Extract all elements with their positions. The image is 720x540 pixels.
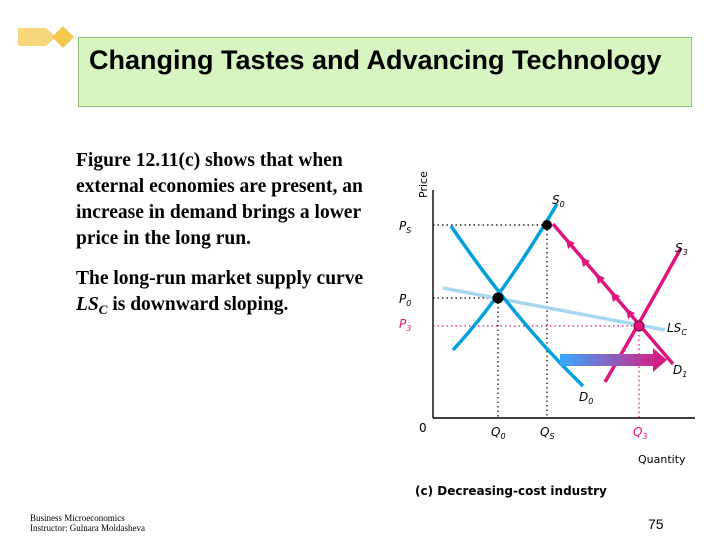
qs-label: QS (540, 425, 555, 441)
footer: Business Microeconomics Instructor: Guln… (30, 513, 145, 533)
paragraph-2-prefix: The long-run market supply curve (76, 268, 364, 289)
lsc-symbol: LSC (76, 294, 108, 317)
corner-decoration-icon (18, 26, 74, 48)
lsc-symbol-sub: C (98, 302, 108, 317)
p0-label: P0 (399, 292, 411, 308)
paragraph-2-suffix: is downward sloping. (107, 294, 289, 315)
d1-arrow-2 (581, 257, 590, 267)
s3-label: S3 (675, 241, 688, 257)
d0-label: D0 (579, 390, 593, 406)
origin-label: 0 (419, 421, 427, 435)
d1-arrow-1 (566, 239, 575, 249)
footer-instructor: Instructor: Gulnara Moldasheva (30, 523, 145, 533)
body-text: Figure 12.11(c) shows that when external… (76, 148, 376, 337)
footer-course: Business Microeconomics (30, 513, 125, 523)
short-run-equilibrium-point (542, 220, 552, 230)
q0-label: Q0 (491, 425, 506, 441)
supply-demand-diagram: Price Quantity 0 PS P0 P3 Q0 QS Q3 S0 S3… (399, 171, 695, 498)
s0-curve (451, 203, 559, 352)
title-box: Changing Tastes and Advancing Technology (78, 37, 692, 107)
d0-curve (449, 225, 585, 388)
d1-arrow-5 (626, 309, 635, 319)
initial-equilibrium-point (492, 292, 504, 304)
x-axis-label: Quantity (638, 453, 686, 466)
p3-label: P3 (399, 317, 411, 333)
demand-shift-arrow (560, 348, 667, 372)
s0-label: S0 (552, 193, 565, 209)
lsc-curve (442, 286, 666, 332)
diagram-caption: (c) Decreasing-cost industry (415, 484, 607, 498)
paragraph-2: The long-run market supply curve LSC is … (76, 266, 376, 323)
ps-label: PS (399, 219, 411, 235)
y-axis-label: Price (417, 171, 430, 198)
slide-title: Changing Tastes and Advancing Technology (89, 45, 662, 75)
d1-label: D1 (673, 363, 687, 379)
new-equilibrium-point (633, 320, 645, 332)
lsc-symbol-main: LS (76, 294, 99, 315)
d1-arrow-4 (611, 292, 620, 302)
lsc-label: LSC (667, 321, 687, 337)
page-number: 75 (648, 516, 664, 532)
q3-label: Q3 (633, 425, 648, 441)
d1-arrow-3 (596, 274, 605, 284)
paragraph-1: Figure 12.11(c) shows that when external… (76, 150, 363, 249)
